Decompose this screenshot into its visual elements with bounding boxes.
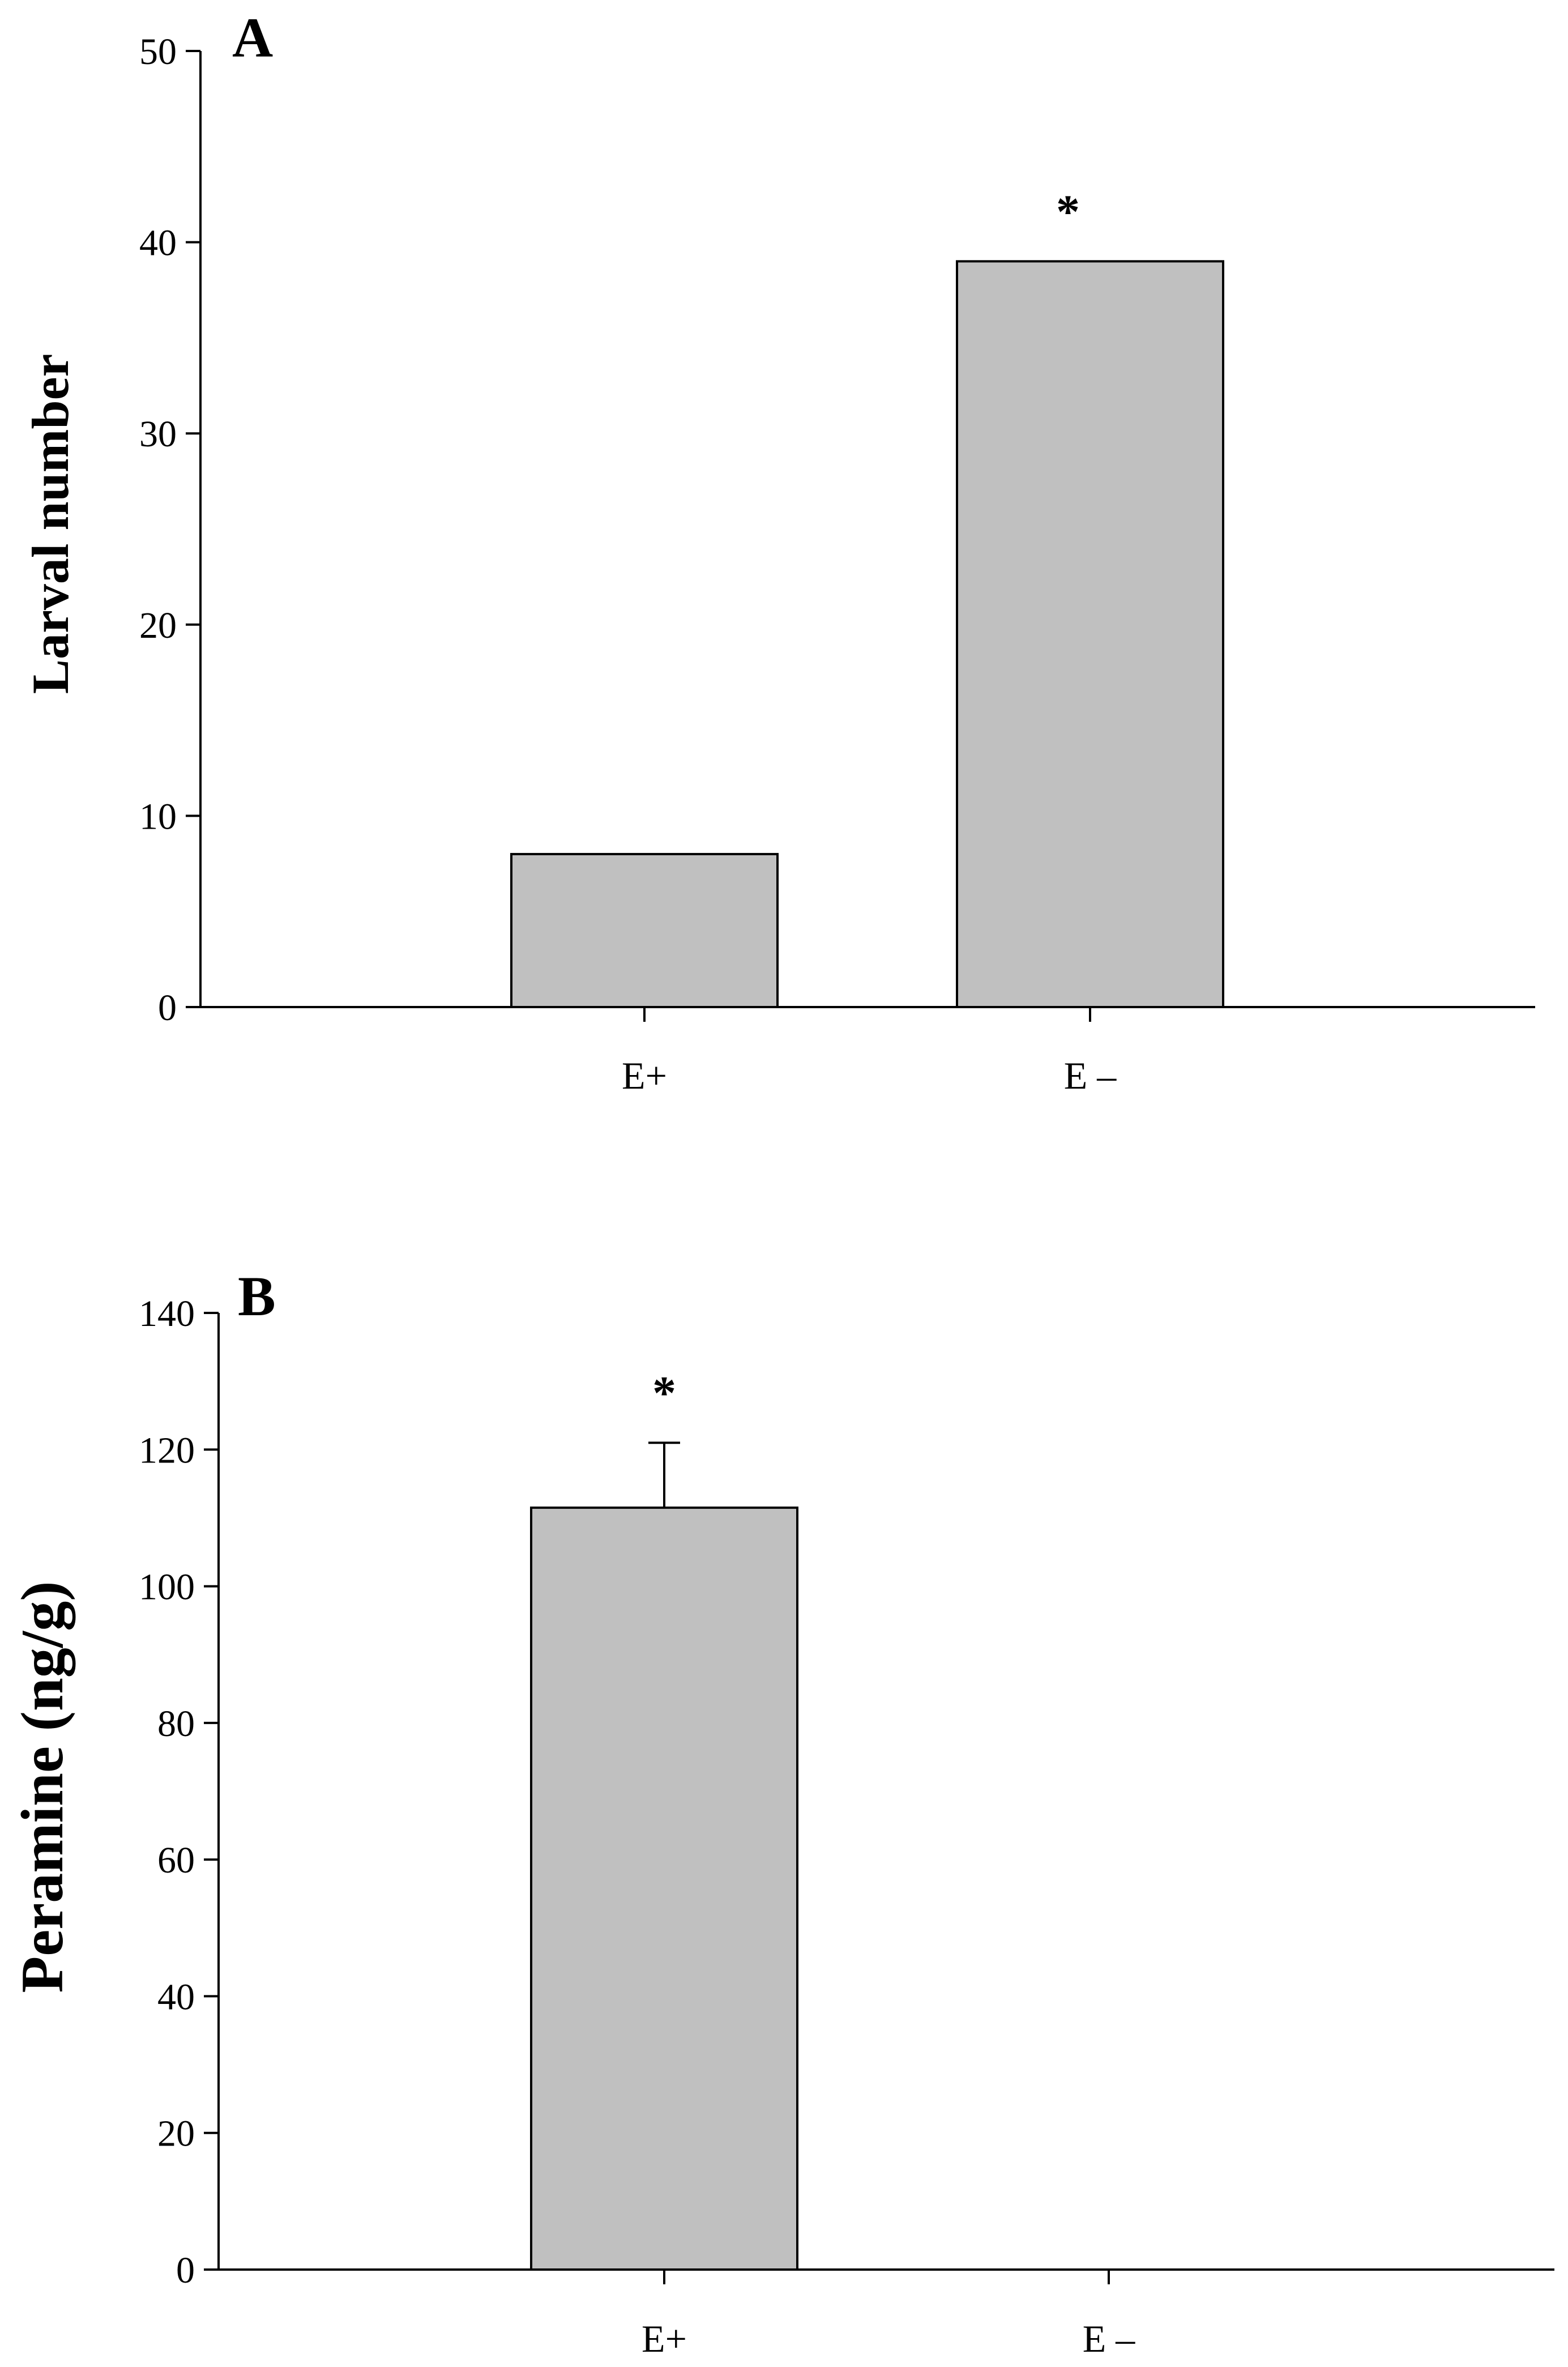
y-tick-label-b-7: 140: [139, 1293, 195, 1334]
y-tick-label-a-2: 20: [139, 605, 177, 646]
panel-label-b: B: [238, 1265, 276, 1328]
y-tick-label-b-3: 60: [157, 1840, 195, 1881]
y-tick-label-b-5: 100: [139, 1567, 195, 1608]
bars-a: [510, 260, 1224, 1022]
y-tick-label-a-5: 50: [139, 31, 177, 72]
y-tick-label-b-2: 40: [157, 1976, 195, 2018]
panel-label-a: A: [232, 6, 273, 69]
significance-mark-b-0: *: [652, 1367, 676, 1419]
x-tick-label-b-0: E+: [642, 2317, 687, 2360]
y-tick-label-a-3: 30: [139, 413, 177, 455]
y-tick-label-b-6: 120: [139, 1430, 195, 1471]
y-ticks-b: 0 20 40 60 80 100 120 140: [139, 1293, 219, 2291]
y-tick-label-b-4: 80: [157, 1703, 195, 1745]
significance-mark-a-1: *: [1056, 185, 1080, 238]
bar-b-0: [530, 1506, 798, 2271]
x-tick-label-b-1: E –: [1083, 2317, 1136, 2360]
significance-marks-a: *: [1056, 185, 1080, 238]
bars-b: [530, 1441, 1110, 2284]
significance-marks-b: *: [652, 1367, 676, 1419]
x-tick-labels-a: E+ E –: [622, 1054, 1117, 1097]
bar-a-0: [510, 852, 779, 1009]
x-tick-label-a-0: E+: [622, 1054, 667, 1097]
x-tick-label-a-1: E –: [1064, 1054, 1117, 1097]
y-tick-label-a-0: 0: [158, 987, 177, 1029]
y-ticks-a: 0 10 20 30 40 50: [139, 31, 200, 1029]
y-axis-title-a: Larval number: [22, 354, 79, 694]
y-axis-title-b: Peramine (ng/g): [9, 1581, 75, 1993]
y-tick-label-a-4: 40: [139, 223, 177, 264]
chart-panel-a: A Larval number 0 10 20 30 40 50 E+ E – *: [22, 6, 1535, 1097]
y-tick-label-b-0: 0: [176, 2250, 195, 2291]
chart-panel-b: B Peramine (ng/g) 0 20 40 60 80 100 120 140 E+ …: [9, 1265, 1554, 2360]
x-tick-labels-b: E+ E –: [642, 2317, 1135, 2360]
y-tick-label-b-1: 20: [157, 2113, 195, 2155]
bar-a-1: [956, 260, 1224, 1008]
y-tick-label-a-1: 10: [139, 796, 177, 837]
